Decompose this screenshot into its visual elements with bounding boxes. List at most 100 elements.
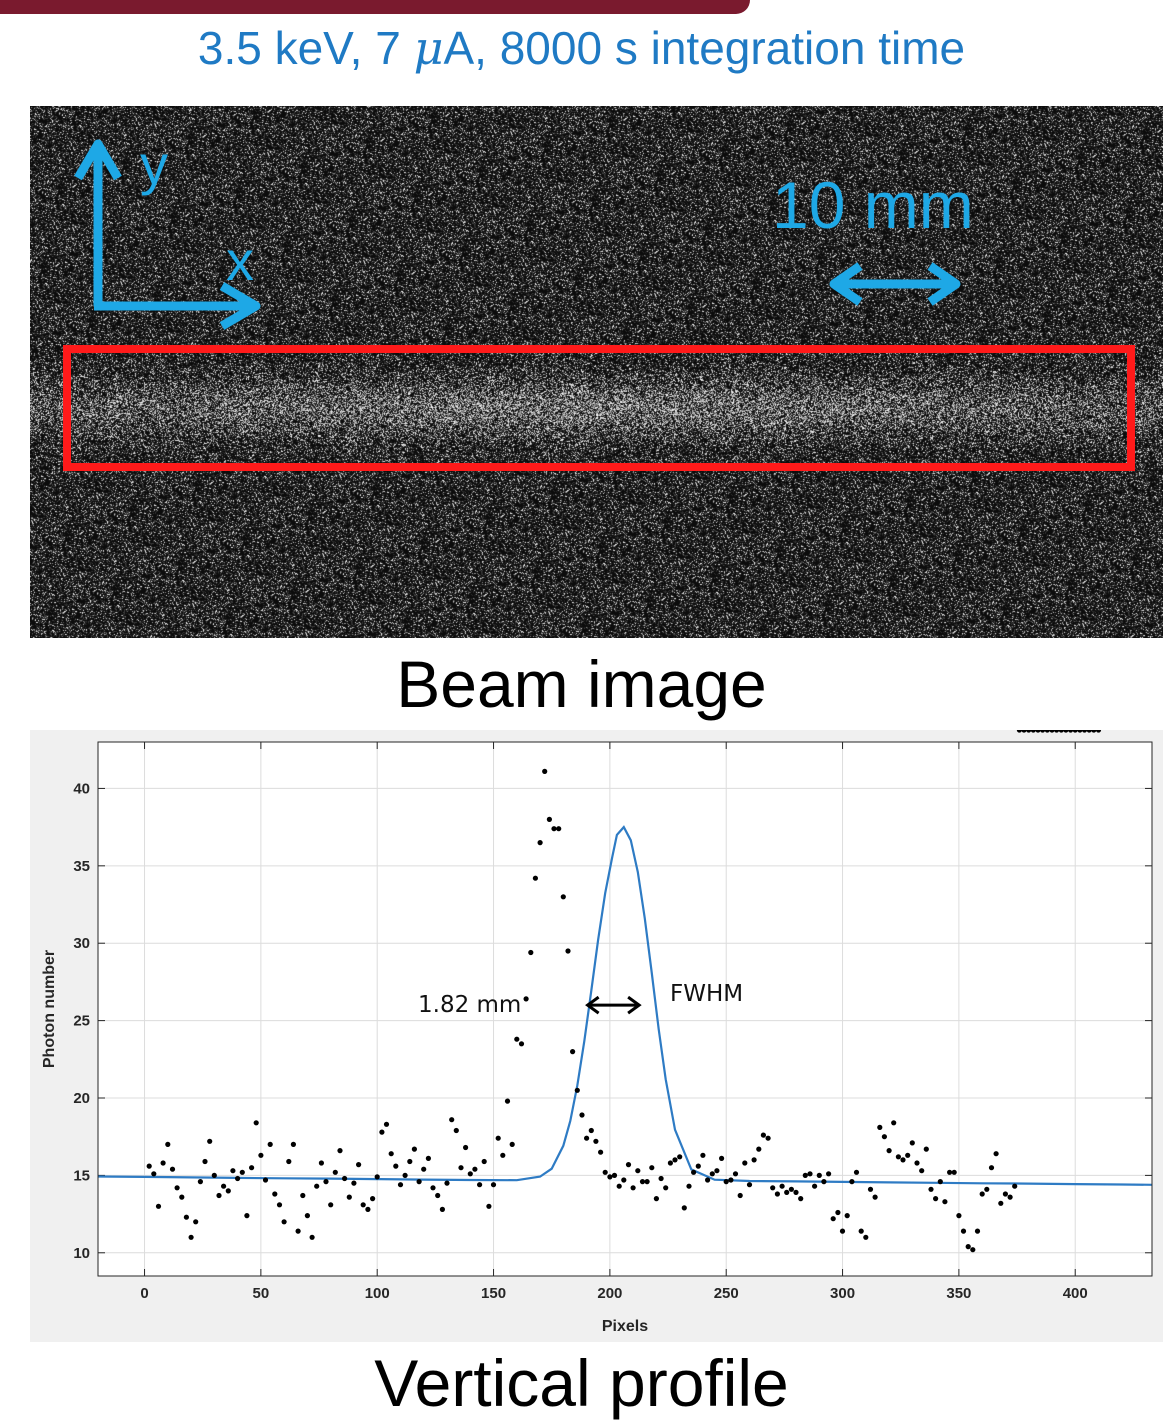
data-point bbox=[928, 1186, 934, 1192]
data-point bbox=[732, 1171, 739, 1177]
data-point bbox=[481, 1158, 487, 1165]
data-point bbox=[1012, 1183, 1018, 1189]
data-point bbox=[644, 1179, 650, 1185]
data-point bbox=[807, 1171, 813, 1177]
data-point bbox=[295, 1228, 301, 1234]
scale-bar-label: 10 mm bbox=[772, 168, 974, 242]
data-point bbox=[881, 1134, 888, 1140]
data-point bbox=[1021, 730, 1027, 733]
plot-area bbox=[98, 742, 1152, 1276]
data-point bbox=[276, 1202, 283, 1208]
heading-prefix: 3.5 keV, 7 bbox=[197, 22, 414, 74]
slide-heading: 3.5 keV, 7 μA, 8000 s integration time bbox=[0, 20, 1163, 76]
data-point bbox=[779, 1183, 785, 1189]
data-point bbox=[211, 1172, 217, 1178]
data-point bbox=[760, 1132, 767, 1138]
data-point bbox=[1007, 1194, 1013, 1200]
vertical-profile-caption: Vertical profile bbox=[374, 1346, 789, 1420]
data-point bbox=[314, 1183, 320, 1189]
data-point bbox=[960, 1228, 967, 1234]
data-point bbox=[677, 1154, 683, 1160]
data-point bbox=[900, 1157, 906, 1163]
data-point bbox=[728, 1177, 734, 1183]
data-point bbox=[188, 1234, 194, 1240]
y-tick-label: 15 bbox=[73, 1167, 90, 1184]
data-point bbox=[1026, 730, 1032, 733]
data-point bbox=[1086, 730, 1092, 733]
data-point bbox=[1035, 730, 1041, 733]
data-point bbox=[332, 1169, 338, 1175]
data-point bbox=[351, 1180, 357, 1186]
x-tick-label: 250 bbox=[714, 1285, 739, 1302]
data-point bbox=[933, 1196, 939, 1202]
data-point bbox=[1077, 730, 1083, 733]
data-point bbox=[309, 1234, 315, 1240]
y-tick-label: 40 bbox=[73, 780, 90, 797]
data-point bbox=[993, 1151, 999, 1157]
data-point bbox=[635, 1168, 641, 1174]
data-point bbox=[551, 826, 557, 832]
data-point bbox=[625, 1162, 632, 1168]
data-point bbox=[579, 1112, 585, 1118]
data-point bbox=[588, 1127, 594, 1134]
y-axis-label: y bbox=[140, 133, 168, 196]
data-point bbox=[826, 1171, 832, 1177]
x-tick-label: 100 bbox=[365, 1285, 390, 1302]
data-point bbox=[537, 840, 543, 846]
data-point bbox=[556, 826, 562, 832]
data-points bbox=[146, 730, 1102, 1253]
data-point bbox=[774, 1191, 781, 1197]
data-point bbox=[1054, 730, 1060, 733]
data-point bbox=[649, 1165, 655, 1171]
data-point bbox=[239, 1169, 245, 1175]
data-point bbox=[439, 1206, 445, 1212]
data-point bbox=[867, 1186, 874, 1192]
data-point bbox=[267, 1141, 273, 1147]
data-point bbox=[463, 1144, 469, 1151]
data-point bbox=[937, 1179, 943, 1185]
data-point bbox=[923, 1146, 929, 1152]
data-point bbox=[383, 1121, 390, 1127]
gaussian-fit-line bbox=[97, 825, 1153, 1186]
data-point bbox=[174, 1185, 180, 1191]
fwhm-value-label: 1.82 mm bbox=[418, 992, 521, 1018]
data-point bbox=[835, 1209, 841, 1216]
data-point bbox=[514, 1036, 520, 1042]
grid bbox=[98, 742, 1152, 1276]
data-point bbox=[812, 1183, 818, 1189]
data-point bbox=[304, 1213, 310, 1219]
data-point bbox=[416, 1179, 422, 1185]
data-point bbox=[356, 1162, 362, 1168]
data-point bbox=[477, 1182, 483, 1188]
data-point bbox=[532, 875, 538, 881]
tick-labels: 0 50 100 150 200 250 300 350 400 10 15 20 25 30 35 40 bbox=[73, 742, 1152, 1302]
data-point bbox=[546, 816, 553, 822]
data-point bbox=[1081, 730, 1088, 733]
heading-mu: μ bbox=[413, 21, 444, 75]
data-point bbox=[235, 1175, 241, 1182]
x-tick-label: 150 bbox=[481, 1285, 506, 1302]
data-point bbox=[611, 1172, 618, 1178]
data-point bbox=[370, 1196, 376, 1202]
data-point bbox=[756, 1146, 762, 1152]
data-point bbox=[1040, 730, 1046, 733]
x-tick-label: 200 bbox=[597, 1285, 622, 1302]
data-point bbox=[598, 1149, 604, 1155]
data-point bbox=[565, 948, 571, 954]
data-point bbox=[560, 894, 566, 900]
data-point bbox=[844, 1213, 850, 1219]
data-point bbox=[723, 1179, 729, 1185]
scale-bar-double-arrow-icon bbox=[829, 262, 961, 306]
data-point bbox=[639, 1179, 646, 1185]
data-point bbox=[770, 1185, 776, 1191]
data-point bbox=[272, 1191, 278, 1197]
y-tick-label: 35 bbox=[73, 858, 90, 875]
data-point bbox=[435, 1192, 441, 1199]
data-point bbox=[886, 1148, 892, 1154]
data-point bbox=[802, 1172, 808, 1178]
data-point bbox=[895, 1154, 902, 1160]
data-point bbox=[360, 1202, 366, 1208]
data-point bbox=[956, 1213, 962, 1219]
data-point bbox=[798, 1196, 804, 1202]
data-point bbox=[714, 1168, 720, 1174]
